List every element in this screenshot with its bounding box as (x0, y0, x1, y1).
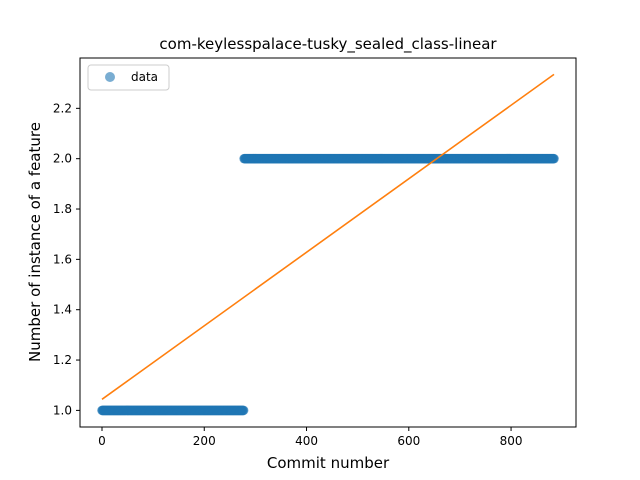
x-axis: 0 200 400 600 800 (98, 427, 523, 448)
x-tick-label: 600 (397, 434, 420, 448)
y-axis: 1.0 1.2 1.4 1.6 1.8 2.0 2.2 (53, 101, 80, 417)
y-tick-label: 1.8 (53, 202, 72, 216)
x-tick-label: 200 (193, 434, 216, 448)
chart-title: com-keylesspalace-tusky_sealed_class-lin… (159, 35, 497, 54)
data-point (238, 405, 249, 416)
y-tick-label: 2.2 (53, 101, 72, 115)
x-tick-label: 400 (295, 434, 318, 448)
legend-marker-data (105, 72, 115, 82)
plot-area (97, 73, 559, 416)
data-point (549, 153, 559, 164)
y-tick-label: 1.6 (53, 252, 72, 266)
y-tick-label: 1.4 (53, 303, 72, 317)
linear-fit-line (101, 73, 555, 400)
x-tick-label: 0 (98, 434, 106, 448)
y-tick-label: 2.0 (53, 152, 72, 166)
y-axis-label: Number of instance of a feature (26, 122, 44, 362)
y-tick-label: 1.0 (53, 403, 72, 417)
legend-label-data: data (131, 70, 158, 84)
x-axis-label: Commit number (267, 454, 390, 472)
y-tick-label: 1.2 (53, 353, 72, 367)
x-tick-label: 800 (500, 434, 523, 448)
legend: data (87, 64, 170, 91)
legend-box (87, 64, 170, 91)
plot-frame (79, 57, 577, 428)
